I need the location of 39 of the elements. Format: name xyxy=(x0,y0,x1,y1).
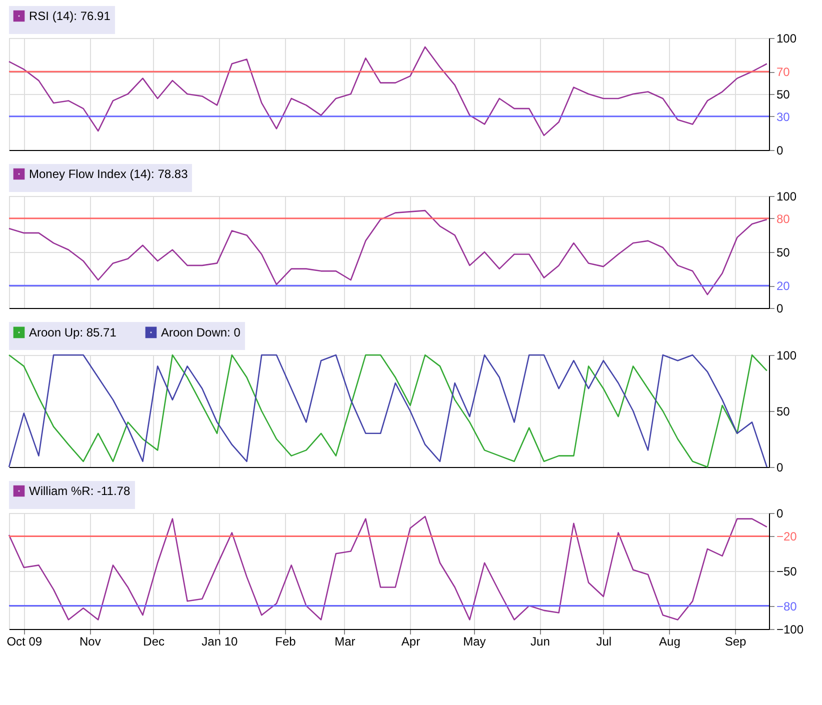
y-tick-label: 30 xyxy=(776,110,790,124)
legend-label: Money Flow Index (14): 78.83 xyxy=(29,167,188,181)
x-tick-label: Dec xyxy=(143,634,165,648)
legend-label: RSI (14): 76.91 xyxy=(29,9,111,23)
legend-label: Aroon Up: 85.71 xyxy=(29,325,117,340)
y-tick-label: −80 xyxy=(776,599,798,614)
x-tick-label: Jun xyxy=(530,634,550,648)
y-tick-label: 0 xyxy=(776,144,784,158)
y-tick-label: 100 xyxy=(776,348,797,362)
x-tick-label: Jul xyxy=(596,634,612,648)
y-tick-label: −50 xyxy=(776,564,798,578)
y-tick-label: 0 xyxy=(776,302,784,316)
y-tick-label: 0 xyxy=(776,506,784,520)
y-tick-label: 100 xyxy=(776,32,797,46)
line-series xyxy=(8,46,768,136)
x-tick-label: Aug xyxy=(659,634,680,648)
x-tick-label: Oct 09 xyxy=(6,634,42,648)
y-tick-label: 50 xyxy=(776,88,790,102)
x-tick-label: Sep xyxy=(724,634,747,648)
y-tick-label: 100 xyxy=(776,190,797,204)
y-tick-label: 50 xyxy=(776,404,790,418)
y-tick-label: 70 xyxy=(776,65,790,80)
x-tick-label: Jan 10 xyxy=(202,634,238,648)
y-tick-label: −20 xyxy=(776,530,798,544)
line-series xyxy=(8,210,768,296)
y-tick-label: 50 xyxy=(776,246,790,260)
line-series xyxy=(8,516,768,620)
x-tick-label: Nov xyxy=(80,634,101,648)
x-tick-label: Mar xyxy=(334,634,356,648)
legend-label: William %R: -11.78 xyxy=(29,484,130,498)
line-series xyxy=(8,354,768,468)
y-tick-label: 0 xyxy=(776,460,784,474)
x-tick-label: Apr xyxy=(401,634,420,648)
y-tick-label: −100 xyxy=(776,622,804,636)
y-tick-label: 80 xyxy=(776,212,790,226)
x-tick-label: May xyxy=(463,634,486,648)
y-tick-label: 20 xyxy=(776,279,790,294)
x-tick-label: Feb xyxy=(275,634,296,648)
legend-label: Aroon Down: 0 xyxy=(161,325,241,340)
